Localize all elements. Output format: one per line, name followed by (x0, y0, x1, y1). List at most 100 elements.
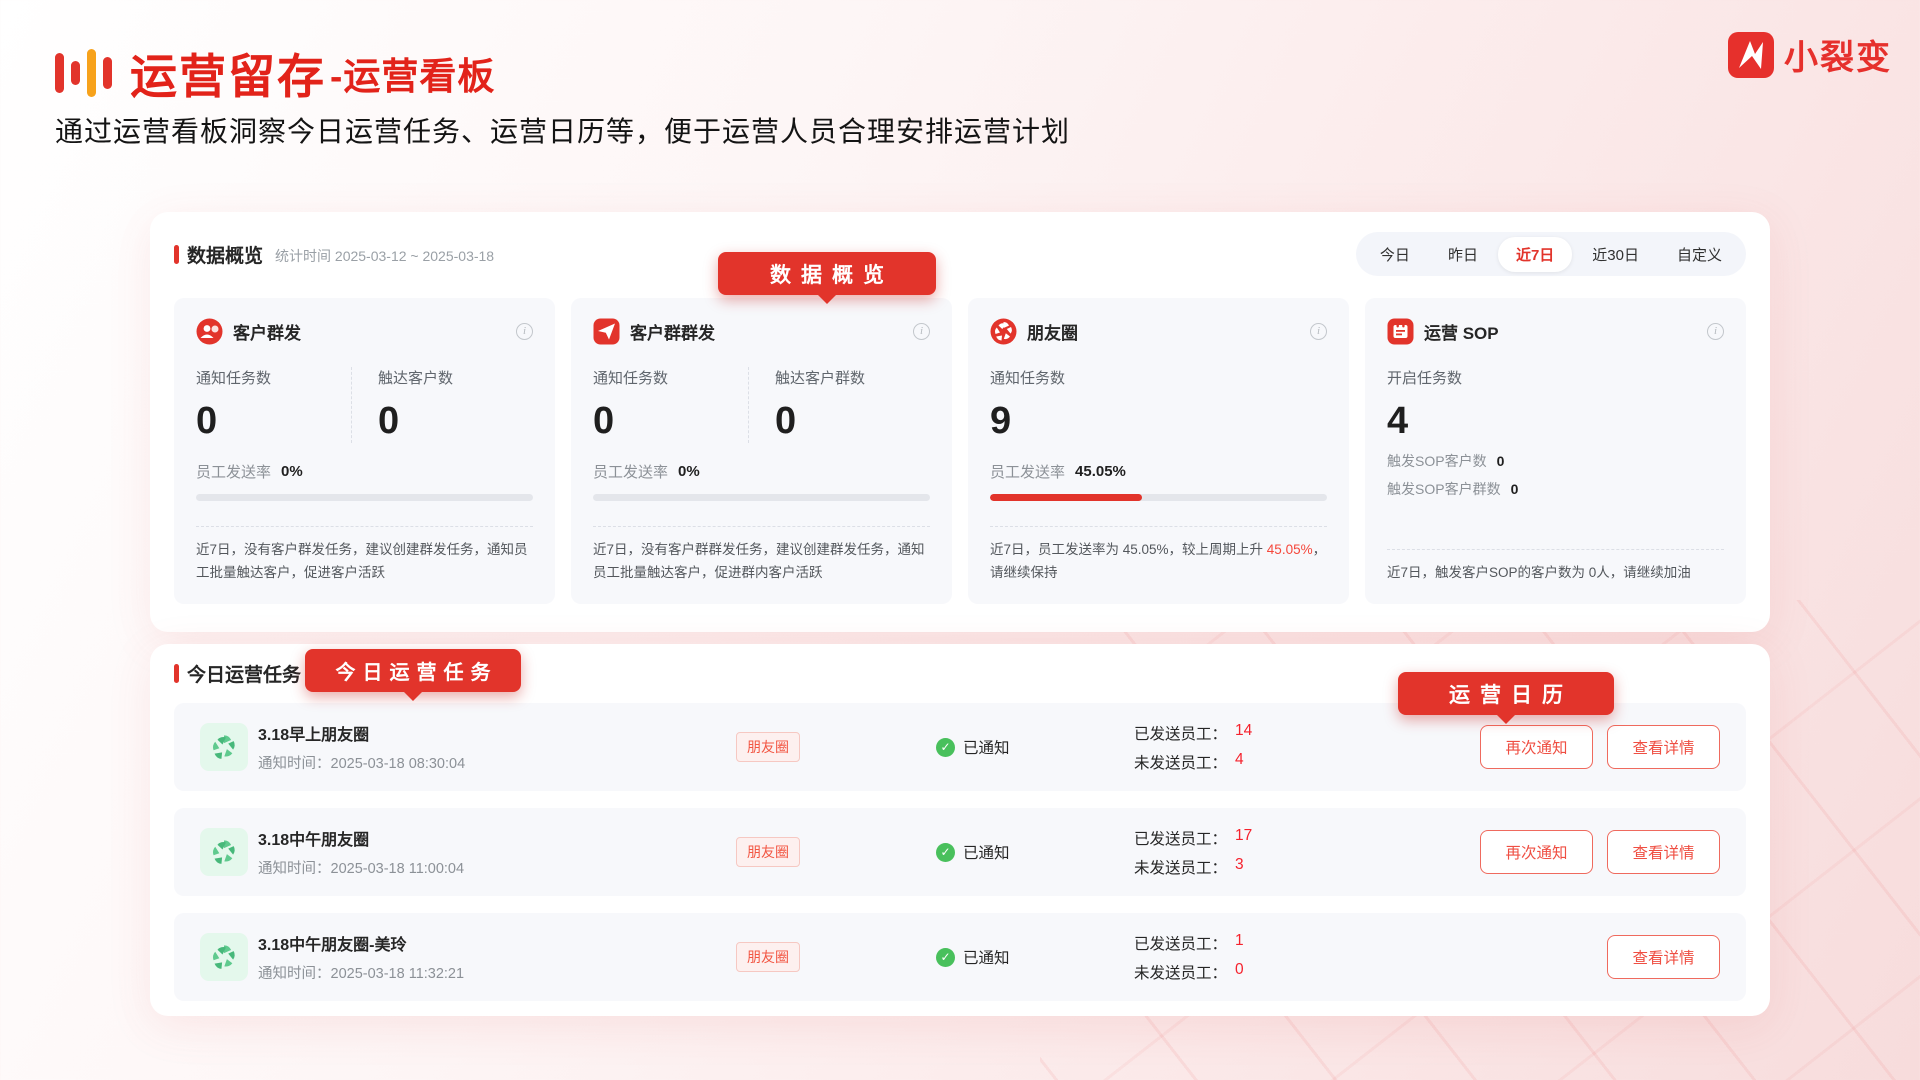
divider (196, 526, 533, 528)
sent-label: 已发送员工： (1134, 725, 1228, 743)
card-title: 朋友圈 (1027, 324, 1078, 343)
rate-label: 员工发送率 (196, 464, 272, 481)
unsent-count: 3 (1235, 855, 1244, 873)
card-description: 近7日，没有客户群群发任务，建议创建群发任务，通知员工批量触达客户，促进群内客户… (593, 542, 925, 580)
metric-label: 通知任务数 (990, 370, 1066, 387)
task-time: 通知时间：2025-03-18 11:00:04 (258, 861, 465, 877)
progress-bar (196, 494, 533, 501)
filter-last-30-days[interactable]: 近30日 (1592, 246, 1639, 264)
unsent-label: 未发送员工： (1134, 859, 1228, 877)
rate-label: 员工发送率 (990, 464, 1066, 481)
metric-value: 9 (990, 400, 1012, 442)
card-description: 近7日，员工发送率为 45.05%，较上周期上升 45.05%，请继续保持 (990, 542, 1327, 580)
sop-stat-value: 0 (1510, 481, 1519, 497)
section-marker (174, 244, 179, 264)
filter-today[interactable]: 今日 (1379, 246, 1410, 264)
tag-moments: 朋友圈 (736, 837, 800, 867)
card-title: 客户群群发 (630, 324, 715, 343)
sent-label: 已发送员工： (1134, 935, 1228, 953)
stat-time-range: 统计时间 2025-03-12 ~ 2025-03-18 (275, 247, 495, 264)
task-time: 通知时间：2025-03-18 08:30:04 (258, 756, 466, 772)
metric-label: 通知任务数 (593, 370, 669, 387)
card-title: 客户群发 (233, 324, 301, 343)
notify-again-button[interactable]: 再次通知 (1480, 830, 1593, 874)
info-icon[interactable] (1310, 323, 1327, 340)
metric-value: 0 (775, 400, 797, 442)
sent-label: 已发送员工： (1134, 830, 1228, 848)
unsent-count: 4 (1235, 750, 1244, 768)
page-title-sub: -运营看板 (330, 55, 496, 97)
rate-label: 员工发送率 (593, 464, 669, 481)
unsent-label: 未发送员工： (1134, 964, 1228, 982)
divider (1387, 548, 1724, 550)
tasks-section-title: 今日运营任务 (187, 665, 302, 686)
metric-value: 0 (196, 400, 218, 442)
card-description: 近7日，没有客户群发任务，建议创建群发任务，通知员工批量触达客户，促进客户活跃 (196, 542, 528, 580)
page-header: 运营留存 -运营看板 (55, 38, 495, 107)
callout-today-tasks: 今日运营任务 (305, 649, 521, 692)
card-operation-sop: 运营 SOP 开启任务数 4 触发SOP客户数 0 触发SOP客户群数 0 近7… (1365, 298, 1746, 604)
info-icon[interactable] (913, 323, 930, 340)
sop-icon (1387, 318, 1414, 345)
divider (990, 526, 1327, 528)
filter-yesterday[interactable]: 昨日 (1447, 246, 1478, 264)
callout-data-overview: 数据概览 (718, 252, 936, 295)
info-icon[interactable] (1707, 323, 1724, 340)
progress-bar (990, 494, 1327, 501)
sop-stat-label: 触发SOP客户群数 (1387, 481, 1501, 497)
unsent-label: 未发送员工： (1134, 754, 1228, 772)
progress-bar (593, 494, 930, 501)
tasks-list: 3.18早上朋友圈 通知时间：2025-03-18 08:30:04 朋友圈 已… (174, 703, 1746, 1001)
moments-task-icon (200, 723, 248, 771)
sop-stat-label: 触发SOP客户数 (1387, 453, 1487, 469)
rate-value: 45.05% (1075, 463, 1126, 480)
sent-count: 14 (1235, 721, 1253, 739)
overview-section-head: 数据概览 统计时间 2025-03-12 ~ 2025-03-18 今日 昨日 … (174, 232, 1746, 276)
notify-again-button[interactable]: 再次通知 (1480, 725, 1593, 769)
brand-logo: 小裂变 (1728, 30, 1892, 79)
task-title: 3.18中午朋友圈 (258, 832, 370, 849)
moments-task-icon (200, 828, 248, 876)
card-title: 运营 SOP (1424, 324, 1499, 343)
group-mass-send-icon (593, 318, 620, 345)
metric-label: 触达客户数 (378, 370, 454, 387)
sent-count: 1 (1235, 931, 1244, 949)
metric-label: 通知任务数 (196, 370, 272, 387)
check-icon (936, 842, 955, 862)
unsent-count: 0 (1235, 960, 1244, 978)
status-notified: 已通知 (963, 845, 1010, 862)
task-title: 3.18早上朋友圈 (258, 727, 370, 744)
metric-label: 开启任务数 (1387, 370, 1463, 387)
moments-icon (990, 318, 1017, 345)
info-icon[interactable] (516, 323, 533, 340)
task-time: 通知时间：2025-03-18 11:32:21 (258, 966, 465, 982)
view-detail-button[interactable]: 查看详情 (1607, 830, 1720, 874)
card-customer-mass-send: 客户群发 通知任务数 0 触达客户数 0 员工发送率 0% 近7日 (174, 298, 555, 604)
brand-name: 小裂变 (1784, 39, 1892, 77)
card-moments: 朋友圈 通知任务数 9 员工发送率 45.05% 近7日，员工发送率为 45.0… (968, 298, 1349, 604)
filter-custom[interactable]: 自定义 (1676, 246, 1722, 264)
overview-section-title: 数据概览 (187, 245, 264, 267)
metric-label: 触达客户群数 (775, 370, 866, 387)
callout-operation-calendar: 运营日历 (1398, 672, 1614, 715)
tasks-section-head: 今日运营任务 (174, 660, 1746, 687)
task-title: 3.18中午朋友圈-美玲 (258, 937, 407, 954)
view-detail-button[interactable]: 查看详情 (1607, 935, 1720, 979)
card-description: 近7日，触发客户SOP的客户数为 0人，请继续加油 (1387, 564, 1691, 580)
lightning-icon (1728, 31, 1774, 78)
tag-moments: 朋友圈 (736, 942, 800, 972)
metric-value: 0 (593, 400, 615, 442)
sent-count: 17 (1235, 826, 1253, 844)
rate-value: 0% (678, 463, 700, 480)
divider (593, 526, 930, 528)
moments-task-icon (200, 933, 248, 981)
highlight-value: 45.05% (1266, 542, 1313, 558)
task-row: 3.18早上朋友圈 通知时间：2025-03-18 08:30:04 朋友圈 已… (174, 703, 1746, 791)
section-marker (174, 664, 179, 683)
status-notified: 已通知 (963, 950, 1010, 967)
task-row: 3.18中午朋友圈-美玲 通知时间：2025-03-18 11:32:21 朋友… (174, 913, 1746, 1001)
check-icon (936, 947, 955, 967)
view-detail-button[interactable]: 查看详情 (1607, 725, 1720, 769)
filter-last-7-days[interactable]: 近7日 (1497, 236, 1573, 272)
status-notified: 已通知 (963, 740, 1010, 757)
